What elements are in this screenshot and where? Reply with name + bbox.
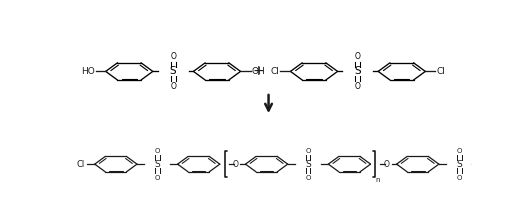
Text: O: O xyxy=(355,52,361,61)
Text: O: O xyxy=(233,160,239,169)
Text: S: S xyxy=(305,160,311,169)
Text: S: S xyxy=(456,160,462,169)
Text: S: S xyxy=(170,66,177,76)
Text: Cl: Cl xyxy=(436,67,445,76)
Text: S: S xyxy=(155,160,160,169)
Text: O: O xyxy=(170,82,176,91)
Text: OH: OH xyxy=(252,67,265,76)
Text: Cl: Cl xyxy=(77,160,85,169)
Text: S: S xyxy=(355,66,361,76)
Text: O: O xyxy=(384,160,390,169)
Text: O: O xyxy=(170,52,176,61)
Text: n: n xyxy=(376,177,380,183)
Text: +: + xyxy=(253,64,264,78)
Text: O: O xyxy=(456,175,462,181)
Text: HO: HO xyxy=(81,67,95,76)
Text: O: O xyxy=(305,175,311,181)
Text: O: O xyxy=(155,148,160,154)
Text: O: O xyxy=(305,148,311,154)
Text: O: O xyxy=(355,82,361,91)
Text: Cl: Cl xyxy=(270,67,279,76)
Text: O: O xyxy=(155,175,160,181)
Text: O: O xyxy=(456,148,462,154)
